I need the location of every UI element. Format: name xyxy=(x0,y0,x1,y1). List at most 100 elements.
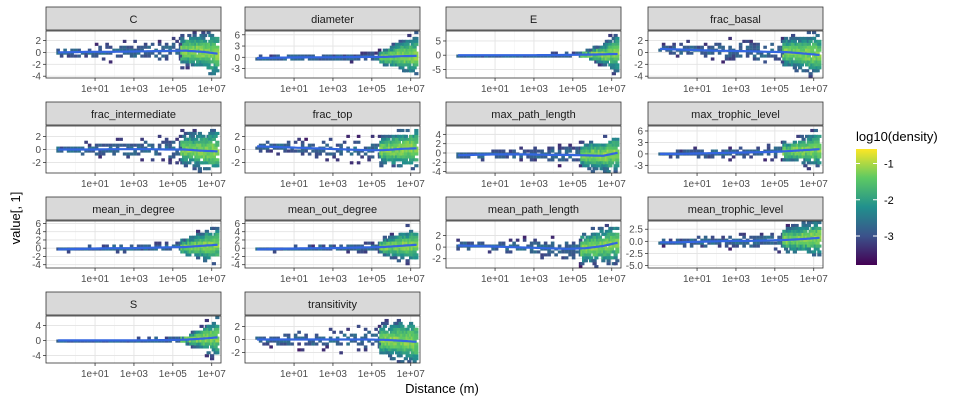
density-tile xyxy=(87,146,92,150)
density-tile xyxy=(611,42,616,46)
density-tile xyxy=(396,45,401,49)
density-tile xyxy=(175,152,179,156)
density-tile xyxy=(164,54,169,58)
density-tile xyxy=(580,158,585,162)
density-tile xyxy=(756,146,760,150)
density-tile xyxy=(742,149,746,153)
density-tile xyxy=(129,54,134,58)
density-tile xyxy=(707,241,711,245)
density-tile xyxy=(756,42,760,46)
density-tile xyxy=(304,137,308,141)
density-tile xyxy=(307,152,312,156)
density-tile xyxy=(756,152,760,156)
density-tile xyxy=(279,57,284,61)
density-tile xyxy=(215,69,220,73)
y-tick-label: 6 xyxy=(35,219,41,230)
density-tile xyxy=(540,149,544,153)
density-tile xyxy=(773,152,778,156)
density-tile xyxy=(168,140,172,144)
density-tile xyxy=(396,128,401,133)
density-tile xyxy=(791,223,796,228)
y-tick-label: -4 xyxy=(32,351,41,362)
density-tile xyxy=(728,241,732,245)
density-tile xyxy=(752,45,757,49)
density-tile xyxy=(515,247,520,251)
density-tile xyxy=(696,235,701,239)
density-tile xyxy=(603,63,608,67)
density-tile xyxy=(161,247,165,251)
density-tile xyxy=(738,241,743,245)
x-tick-label: 1e+03 xyxy=(722,84,751,95)
density-tile xyxy=(494,149,499,153)
density-tile xyxy=(349,247,354,251)
density-tile xyxy=(707,238,711,242)
y-tick-label: 0.0 xyxy=(629,237,643,248)
density-tile xyxy=(157,152,162,156)
density-tile xyxy=(400,324,405,328)
density-tile xyxy=(728,235,732,239)
density-tile xyxy=(682,45,687,49)
density-tile xyxy=(286,149,291,153)
density-tile xyxy=(414,235,419,239)
density-tile xyxy=(456,247,460,251)
density-tile xyxy=(568,54,572,58)
density-tile xyxy=(328,339,333,343)
density-tile xyxy=(808,39,813,43)
density-tile xyxy=(311,339,315,343)
density-tile xyxy=(592,262,597,266)
density-tile xyxy=(304,336,308,340)
density-tile xyxy=(414,336,419,340)
density-tile xyxy=(391,42,396,46)
density-tile xyxy=(211,321,216,326)
density-tile xyxy=(276,57,280,61)
density-tile xyxy=(817,238,822,242)
density-tile xyxy=(211,226,216,231)
density-tile xyxy=(192,31,197,35)
density-tile xyxy=(582,256,587,260)
density-tile xyxy=(703,54,708,58)
density-tile xyxy=(414,253,419,257)
density-tile xyxy=(395,321,400,326)
smooth-trend-line xyxy=(257,145,417,152)
density-tile xyxy=(349,152,354,156)
density-tile xyxy=(550,146,555,150)
density-tile xyxy=(679,238,683,242)
density-tile xyxy=(210,357,215,361)
density-tile xyxy=(115,149,120,153)
y-tick-label: 2 xyxy=(35,36,41,47)
density-tile xyxy=(349,244,354,248)
density-tile xyxy=(112,244,116,248)
density-tile xyxy=(258,143,263,147)
density-tile xyxy=(328,152,333,156)
facet-strip-label: E xyxy=(530,14,537,26)
density-tile xyxy=(789,36,794,41)
density-tile xyxy=(784,247,789,251)
density-tile xyxy=(314,152,319,156)
density-tile xyxy=(119,244,123,248)
density-tile xyxy=(360,51,364,55)
y-tick-label: 0 xyxy=(435,243,441,254)
density-tile xyxy=(133,143,137,147)
density-tile xyxy=(346,342,350,346)
density-tile xyxy=(119,137,123,141)
density-tile xyxy=(150,146,155,150)
density-tile xyxy=(213,146,218,150)
density-tile xyxy=(414,158,419,162)
density-tile xyxy=(272,143,277,147)
density-tile xyxy=(374,143,378,147)
density-tile xyxy=(297,330,301,334)
density-tile xyxy=(115,48,120,52)
density-tile xyxy=(210,354,215,358)
density-tile xyxy=(258,339,263,343)
density-tile xyxy=(590,152,595,156)
density-tile xyxy=(189,238,194,242)
density-tile xyxy=(203,39,208,43)
density-tile xyxy=(812,253,817,257)
density-tile xyxy=(143,149,148,153)
density-tile xyxy=(384,140,389,144)
density-tile xyxy=(470,241,474,245)
density-tile xyxy=(547,244,551,248)
density-tile xyxy=(290,57,294,61)
density-tile xyxy=(203,327,208,331)
density-tile xyxy=(405,327,410,331)
